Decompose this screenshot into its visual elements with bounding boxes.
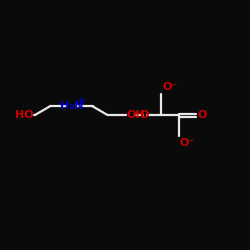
Text: HO: HO <box>15 110 34 120</box>
Text: +: + <box>78 96 86 106</box>
Text: O: O <box>139 110 148 120</box>
Text: H₂N: H₂N <box>60 101 83 111</box>
Text: O: O <box>198 110 207 120</box>
Text: O⁻: O⁻ <box>162 82 178 92</box>
Text: O⁻: O⁻ <box>180 138 195 147</box>
Text: OH: OH <box>126 110 145 120</box>
